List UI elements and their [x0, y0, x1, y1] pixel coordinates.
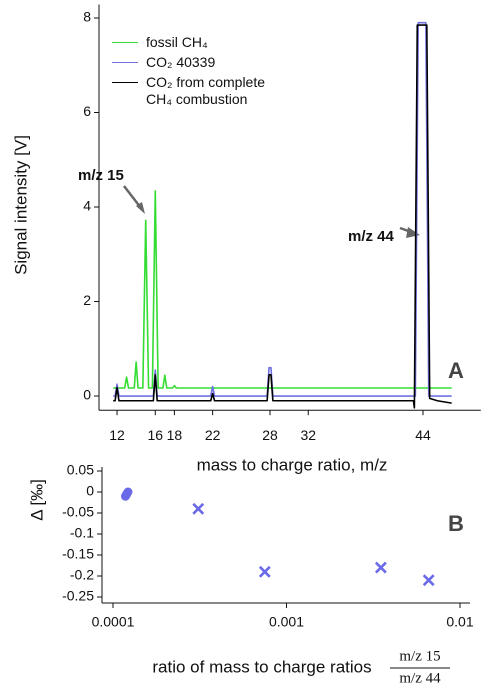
x-tick-label: 0.01 — [446, 614, 473, 630]
y-tick-label: 0 — [83, 387, 91, 403]
x-axis-label: ratio of mass to charge ratios — [152, 657, 371, 676]
legend-label: CO₂ from complete CH₄ combustion — [146, 74, 266, 107]
legend-swatch — [112, 82, 138, 83]
y-tick-label: 6 — [83, 103, 91, 119]
x-tick-label: 12 — [109, 427, 125, 443]
point — [422, 574, 435, 587]
arrow-head — [136, 202, 145, 214]
y-tick-label: -0.2 — [70, 567, 94, 583]
arrow-head — [406, 227, 420, 238]
legend-label: CO₂ 40339 — [146, 54, 216, 70]
x-tick-label: 28 — [262, 427, 278, 443]
legend-swatch — [112, 42, 138, 43]
spectrum-line — [113, 24, 452, 409]
x-tick-label: 16 — [147, 427, 163, 443]
fraction-numerator: m/z 15 — [399, 648, 440, 664]
y-tick-label: 0 — [86, 483, 94, 499]
y-axis-label: Δ [‰] — [27, 479, 46, 521]
y-tick-label: -0.05 — [62, 504, 94, 520]
point — [258, 565, 271, 578]
annotation: m/z 44 — [348, 228, 395, 245]
y-tick-label: 4 — [83, 198, 91, 214]
x-tick-label: 0.001 — [269, 614, 304, 630]
legend-swatch — [112, 62, 138, 63]
x-tick-label: 0.0001 — [92, 614, 135, 630]
point — [123, 487, 133, 497]
y-tick-label: 8 — [83, 9, 91, 25]
panel-label: A — [448, 358, 464, 383]
y-tick-label: 2 — [83, 292, 91, 308]
arrow — [123, 185, 142, 209]
legend-item: CO₂ from complete CH₄ combustion — [112, 74, 286, 108]
legend: fossil CH₄ CO₂ 40339 CO₂ from complete CH₄… — [112, 34, 286, 111]
annotation: m/z 15 — [78, 167, 124, 184]
y-tick-label: -0.15 — [62, 546, 94, 562]
panel-label: B — [448, 511, 464, 536]
y-tick-label: -0.1 — [70, 525, 94, 541]
y-axis-label: Signal intensity [V] — [11, 135, 30, 275]
legend-item: fossil CH₄ — [112, 34, 286, 51]
x-axis-label: mass to charge ratio, m/z — [197, 455, 388, 474]
x-tick-label: 22 — [205, 427, 221, 443]
x-tick-label: 44 — [415, 427, 431, 443]
point — [192, 502, 205, 515]
point — [374, 561, 387, 574]
legend-item: CO₂ 40339 — [112, 54, 286, 71]
fraction-denominator: m/z 44 — [399, 670, 441, 686]
x-tick-label: 32 — [300, 427, 316, 443]
x-tick-label: 18 — [167, 427, 183, 443]
y-tick-label: -0.25 — [62, 588, 94, 604]
spectrum-line — [113, 190, 452, 389]
legend-label: fossil CH₄ — [146, 34, 208, 50]
y-tick-label: 0.05 — [67, 462, 94, 478]
